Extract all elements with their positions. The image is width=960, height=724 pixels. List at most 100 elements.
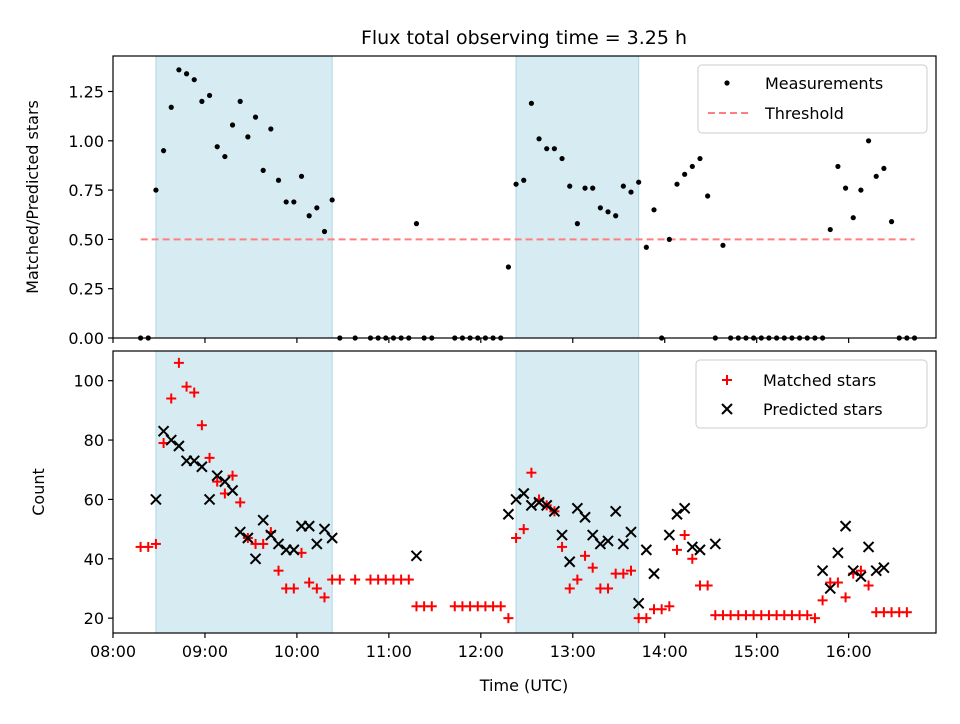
predicted-star-point-20 xyxy=(303,520,315,532)
matched-star-point-88 xyxy=(840,592,851,603)
predicted-star-point-43 xyxy=(640,544,653,556)
predicted-star-point-2 xyxy=(165,434,177,446)
measurement-point-47 xyxy=(528,100,534,106)
predicted-star-point-38 xyxy=(602,535,614,547)
matched-star-point-45 xyxy=(511,533,522,544)
measurement-point-6 xyxy=(183,71,190,77)
legend-marker-measurements xyxy=(724,80,730,86)
bottom-xtick-label-0: 08:00 xyxy=(90,642,136,661)
matched-star-point-90 xyxy=(855,565,866,576)
matched-star-point-43 xyxy=(495,601,506,612)
bottom-observing-window-0 xyxy=(155,350,333,634)
legend-marker-predicted xyxy=(721,403,733,415)
bottom-ytick-label-0: 20 xyxy=(84,609,104,628)
matched-star-point-6 xyxy=(181,381,192,392)
matched-star-point-4 xyxy=(166,393,177,404)
measurement-point-86 xyxy=(827,226,833,233)
bottom-ylabel: Count xyxy=(29,468,48,516)
top-ytick-label-3: 0.75 xyxy=(68,181,104,200)
matched-star-point-46 xyxy=(518,524,529,535)
predicted-star-point-18 xyxy=(288,544,300,556)
matched-star-point-96 xyxy=(901,607,912,618)
predicted-star-point-60 xyxy=(878,561,890,574)
predicted-star-point-0 xyxy=(150,493,162,506)
predicted-star-point-56 xyxy=(847,564,859,577)
matched-star-point-44 xyxy=(503,613,514,624)
predicted-star-point-6 xyxy=(196,461,208,473)
measurement-point-19 xyxy=(283,199,289,205)
top-panel: 0.00 0.25 0.50 0.75 1.00 1.25 Flux total obse… xyxy=(23,27,937,348)
matched-star-point-62 xyxy=(641,613,652,624)
top-title: Flux total observing time = 3.25 h xyxy=(361,27,687,49)
matched-star-point-12 xyxy=(227,470,238,481)
predicted-star-point-30 xyxy=(541,499,553,512)
measurement-point-91 xyxy=(865,138,872,144)
measurement-point-54 xyxy=(582,185,588,191)
predicted-star-point-50 xyxy=(694,544,706,556)
matched-star-point-27 xyxy=(350,574,361,585)
measurement-point-48 xyxy=(536,136,542,142)
measurement-point-17 xyxy=(268,126,274,132)
matched-star-point-57 xyxy=(603,583,614,594)
measurement-point-68 xyxy=(689,163,695,170)
measurement-point-59 xyxy=(620,183,626,189)
measurement-point-49 xyxy=(544,146,550,152)
top-ytick-label-2: 0.50 xyxy=(68,230,104,249)
predicted-star-point-23 xyxy=(326,532,338,544)
matched-star-point-91 xyxy=(863,580,874,591)
measurement-point-50 xyxy=(551,146,557,152)
predicted-star-point-10 xyxy=(226,484,239,497)
bottom-observing-window-1 xyxy=(515,350,640,634)
predicted-star-point-25 xyxy=(502,508,515,520)
predicted-star-point-7 xyxy=(203,493,216,506)
measurement-point-46 xyxy=(521,177,527,183)
top-ytick-label-5: 1.25 xyxy=(68,82,104,101)
measurement-point-10 xyxy=(214,144,220,150)
matched-star-point-64 xyxy=(656,604,667,615)
matched-star-point-68 xyxy=(687,553,698,564)
matched-star-point-84 xyxy=(809,613,820,624)
predicted-star-point-42 xyxy=(632,597,645,610)
measurement-point-65 xyxy=(666,236,672,242)
matched-star-point-2 xyxy=(150,538,161,549)
measurement-point-55 xyxy=(590,185,596,191)
measurement-point-25 xyxy=(329,197,335,203)
measurement-point-21 xyxy=(298,173,305,179)
measurement-point-56 xyxy=(597,205,603,211)
measurement-point-7 xyxy=(191,77,197,83)
matched-star-point-67 xyxy=(679,530,690,541)
predicted-star-point-57 xyxy=(855,570,867,583)
matched-star-point-54 xyxy=(580,550,591,561)
predicted-star-point-12 xyxy=(242,532,254,544)
bottom-xtick-label-2: 10:00 xyxy=(274,642,320,661)
measurement-point-8 xyxy=(199,98,205,104)
measurement-point-5 xyxy=(176,67,182,73)
measurement-point-34 xyxy=(413,221,420,227)
predicted-star-point-46 xyxy=(663,529,676,541)
predicted-star-point-28 xyxy=(525,499,538,512)
measurement-point-90 xyxy=(858,187,864,193)
bottom-xtick-label-6: 14:00 xyxy=(642,642,688,661)
predicted-star-point-44 xyxy=(648,567,660,580)
matched-star-point-7 xyxy=(189,387,200,398)
matched-star-point-1 xyxy=(143,541,154,552)
matched-star-point-13 xyxy=(235,497,246,508)
measurement-point-52 xyxy=(567,183,573,189)
measurement-point-45 xyxy=(513,181,519,187)
measurement-point-62 xyxy=(643,244,649,250)
predicted-star-point-8 xyxy=(211,469,223,482)
predicted-star-point-55 xyxy=(839,520,852,532)
bottom-legend: Matched stars Predicted stars xyxy=(695,359,928,429)
measurement-point-4 xyxy=(168,104,174,110)
predicted-star-point-5 xyxy=(188,455,200,467)
bottom-ytick-label-3: 80 xyxy=(84,431,104,450)
measurement-point-3 xyxy=(160,148,167,154)
matched-star-point-20 xyxy=(288,583,299,594)
predicted-star-point-59 xyxy=(870,564,882,577)
predicted-star-point-21 xyxy=(311,538,323,550)
measurement-point-60 xyxy=(628,189,634,195)
measurement-point-9 xyxy=(206,92,213,99)
measurement-point-11 xyxy=(222,153,228,160)
predicted-star-point-14 xyxy=(257,514,269,526)
